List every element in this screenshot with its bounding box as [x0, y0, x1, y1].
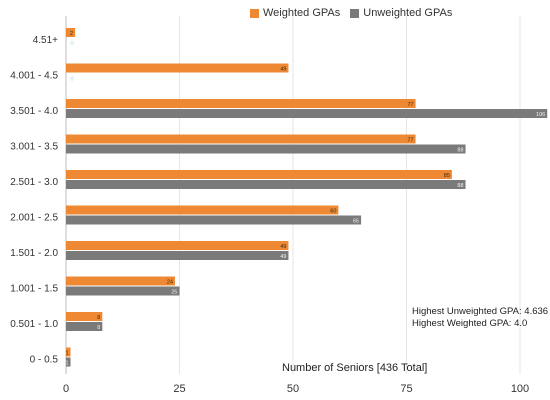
bar-weighted-7 — [66, 276, 175, 286]
x-tick-label-3: 75 — [400, 383, 412, 395]
data-label-weighted-2: 77 — [407, 102, 413, 108]
data-label-unweighted-8: 8 — [97, 325, 100, 331]
annotation-highest-unweighted: Highest Unweighted GPA: 4.636 — [412, 306, 549, 317]
data-label-weighted-7: 24 — [167, 280, 173, 286]
y-tick-label-4: 2.501 - 3.0 — [10, 177, 58, 188]
legend-swatch-weighted — [250, 8, 259, 18]
bar-weighted-2 — [66, 99, 416, 108]
annotation-highest-weighted: Highest Weighted GPA: 4.0 — [412, 318, 528, 329]
x-tick-label-2: 50 — [287, 383, 299, 395]
legend-item-unweighted: Unweighted GPAs — [350, 7, 452, 19]
bar-weighted-6 — [66, 241, 289, 250]
y-tick-label-8: 0.501 - 1.0 — [10, 319, 58, 330]
bar-weighted-5 — [66, 205, 339, 215]
data-label-unweighted-2: 106 — [536, 112, 545, 118]
data-label-weighted-6: 49 — [280, 244, 286, 250]
data-label-unweighted-0: 0 — [70, 41, 73, 47]
legend-label-weighted: Weighted GPAs — [263, 7, 341, 19]
y-tick-label-9: 0 - 0.5 — [30, 355, 59, 366]
data-label-weighted-3: 77 — [407, 138, 413, 144]
bar-weighted-8 — [66, 312, 103, 321]
legend-item-weighted: Weighted GPAs — [250, 7, 340, 19]
bar-unweighted-4 — [66, 180, 466, 189]
data-label-unweighted-3: 88 — [457, 148, 463, 154]
bar-weighted-0 — [66, 28, 76, 37]
bar-unweighted-8 — [66, 322, 103, 331]
y-tick-label-3: 3.001 - 3.5 — [10, 142, 58, 153]
data-label-weighted-5: 60 — [330, 209, 336, 215]
data-label-unweighted-9: 1 — [65, 361, 68, 367]
data-label-weighted-9: 1 — [65, 351, 68, 357]
legend-label-unweighted: Unweighted GPAs — [363, 7, 453, 19]
x-tick-label-4: 100 — [511, 383, 529, 395]
legend: Weighted GPAs Unweighted GPAs — [250, 7, 452, 19]
y-tick-label-0: 4.51+ — [33, 35, 58, 46]
bar-unweighted-9 — [66, 357, 71, 367]
data-label-unweighted-5: 65 — [353, 219, 359, 225]
y-tick-label-2: 3.501 - 4.0 — [10, 106, 58, 117]
bar-unweighted-2 — [66, 109, 548, 118]
bar-unweighted-6 — [66, 251, 289, 260]
y-tick-label-7: 1.001 - 1.5 — [10, 284, 58, 295]
bar-unweighted-7 — [66, 286, 180, 296]
data-label-weighted-0: 2 — [70, 31, 73, 37]
data-label-unweighted-7: 25 — [171, 290, 177, 296]
bar-weighted-1 — [66, 63, 289, 73]
bar-weighted-3 — [66, 134, 416, 144]
data-label-weighted-8: 8 — [97, 315, 100, 321]
bar-weighted-9 — [66, 347, 71, 357]
x-axis-title: Number of Seniors [436 Total] — [282, 362, 428, 374]
bar-unweighted-3 — [66, 144, 466, 154]
data-label-unweighted-4: 88 — [457, 183, 463, 189]
data-label-weighted-1: 49 — [280, 67, 286, 73]
x-tick-label-0: 0 — [63, 383, 69, 395]
data-label-unweighted-1: 0 — [70, 77, 73, 83]
y-tick-label-5: 2.001 - 2.5 — [10, 213, 58, 224]
data-label-weighted-4: 85 — [444, 173, 450, 179]
y-tick-label-1: 4.001 - 4.5 — [10, 71, 58, 82]
bar-unweighted-5 — [66, 215, 362, 225]
x-tick-label-1: 25 — [173, 383, 185, 395]
bar-weighted-4 — [66, 170, 452, 179]
y-tick-label-6: 1.501 - 2.0 — [10, 248, 58, 259]
data-label-unweighted-6: 49 — [280, 254, 286, 260]
legend-swatch-unweighted — [350, 8, 360, 18]
